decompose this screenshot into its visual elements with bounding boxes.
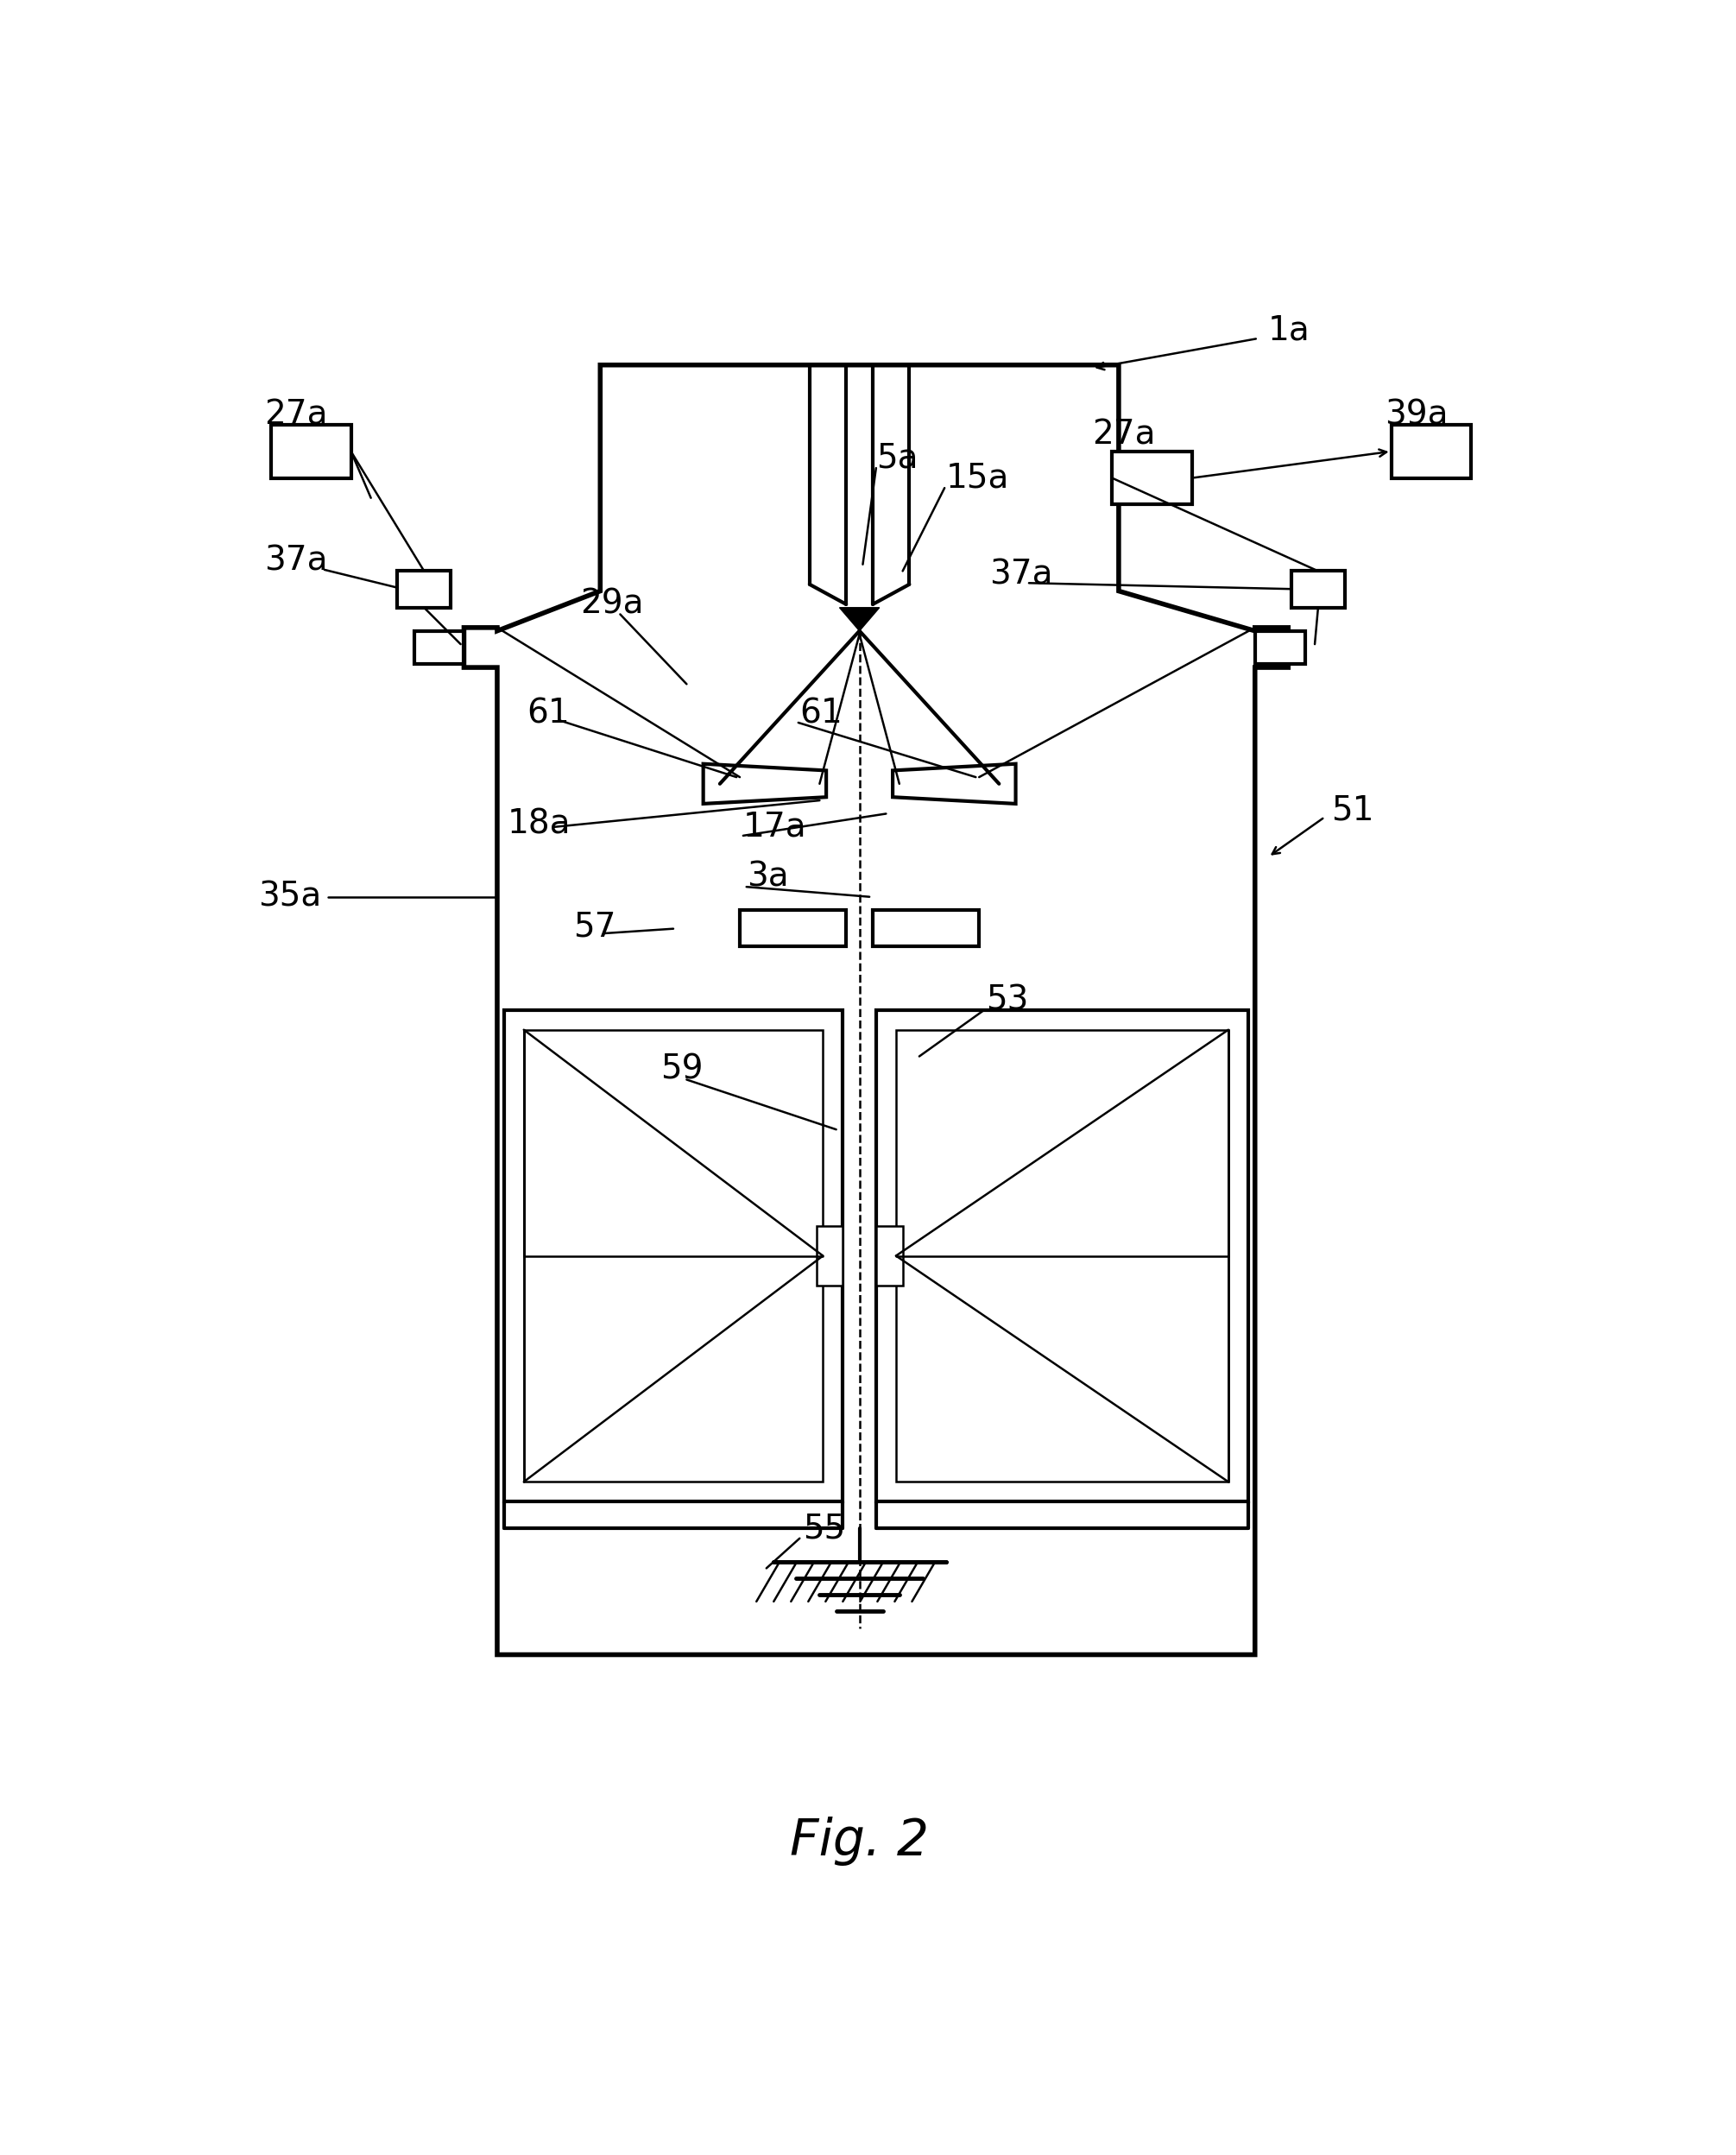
Bar	[740, 909, 845, 946]
Text: 3a: 3a	[746, 860, 788, 894]
Bar	[816, 1226, 844, 1287]
Text: 57: 57	[573, 909, 616, 944]
Text: 37a: 37a	[990, 558, 1052, 590]
Bar	[1391, 425, 1470, 478]
Text: 59: 59	[660, 1054, 703, 1086]
Bar	[1292, 571, 1345, 608]
Bar	[873, 909, 979, 946]
Bar	[398, 571, 451, 608]
Text: 35a: 35a	[259, 881, 321, 914]
Polygon shape	[840, 608, 880, 631]
Bar	[896, 1030, 1229, 1483]
Text: 27a: 27a	[264, 399, 328, 431]
Bar	[271, 425, 351, 478]
Text: Fig. 2: Fig. 2	[790, 1817, 929, 1866]
Text: 1a: 1a	[1269, 315, 1311, 347]
Text: 17a: 17a	[743, 810, 807, 843]
Text: 5a: 5a	[877, 442, 918, 474]
Bar	[1255, 631, 1305, 664]
Text: 15a: 15a	[946, 461, 1009, 493]
Text: 29a: 29a	[580, 588, 644, 621]
Text: 55: 55	[804, 1513, 845, 1545]
Bar	[1113, 450, 1193, 504]
Text: 53: 53	[986, 983, 1028, 1017]
Text: 39a: 39a	[1385, 399, 1448, 431]
Bar	[415, 631, 464, 664]
Text: 18a: 18a	[507, 808, 571, 840]
Bar	[877, 1226, 903, 1287]
Text: 61: 61	[528, 698, 569, 731]
Bar	[877, 1011, 1248, 1502]
Bar	[503, 1011, 844, 1502]
Bar	[524, 1030, 823, 1483]
Text: 37a: 37a	[264, 545, 328, 578]
Text: 51: 51	[1332, 793, 1375, 828]
Text: 27a: 27a	[1092, 418, 1156, 450]
Text: 61: 61	[800, 698, 842, 731]
